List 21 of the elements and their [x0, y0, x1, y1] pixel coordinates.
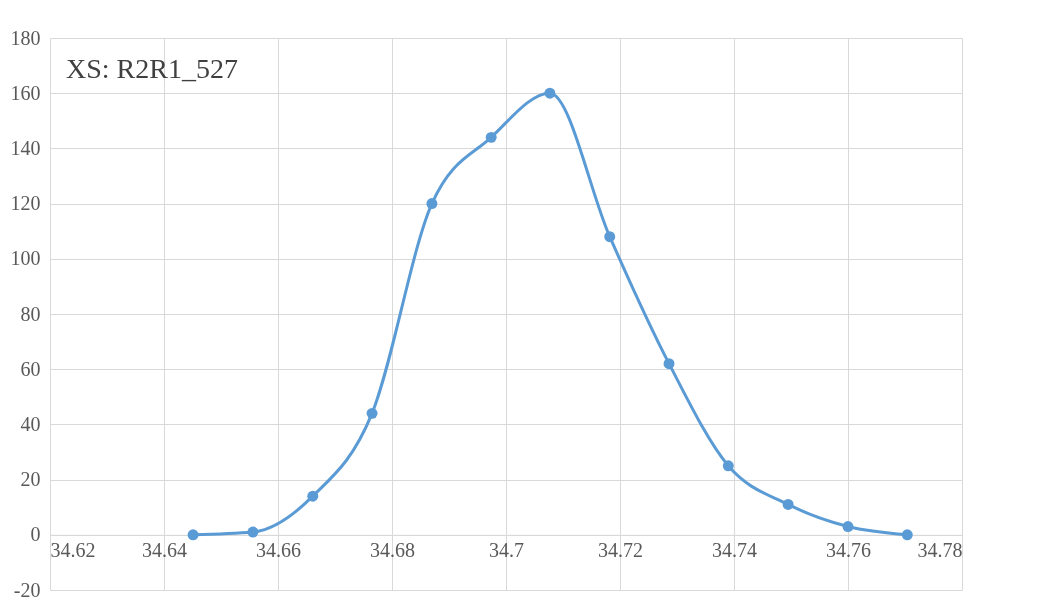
x-tick-label: 34.74	[712, 539, 757, 562]
x-tick-label: 34.72	[598, 539, 643, 562]
x-tick-label: 34.76	[826, 539, 871, 562]
x-tick-label: 34.78	[917, 539, 963, 562]
x-tick-label: 34.7	[489, 539, 524, 562]
x-tick-label: 34.68	[370, 539, 415, 562]
annotation: XS: R2R1_527	[66, 53, 238, 84]
y-tick-label: 40	[20, 412, 41, 435]
y-tick-label: 80	[20, 302, 41, 325]
y-tick-label: 160	[10, 81, 41, 104]
y-tick-label: 20	[20, 468, 41, 491]
y-tick-label: 0	[30, 523, 41, 546]
y-tick-label: 120	[10, 192, 41, 215]
x-tick-label: 34.66	[256, 539, 301, 562]
x-tick-label: 34.64	[142, 539, 187, 562]
y-tick-label: -20	[13, 578, 41, 601]
y-tick-label: 100	[10, 247, 41, 270]
y-tick-label: 140	[10, 136, 41, 159]
x-tick-label: 34.62	[50, 539, 96, 562]
y-tick-label: 180	[10, 26, 41, 49]
y-tick-label: 60	[20, 357, 41, 380]
